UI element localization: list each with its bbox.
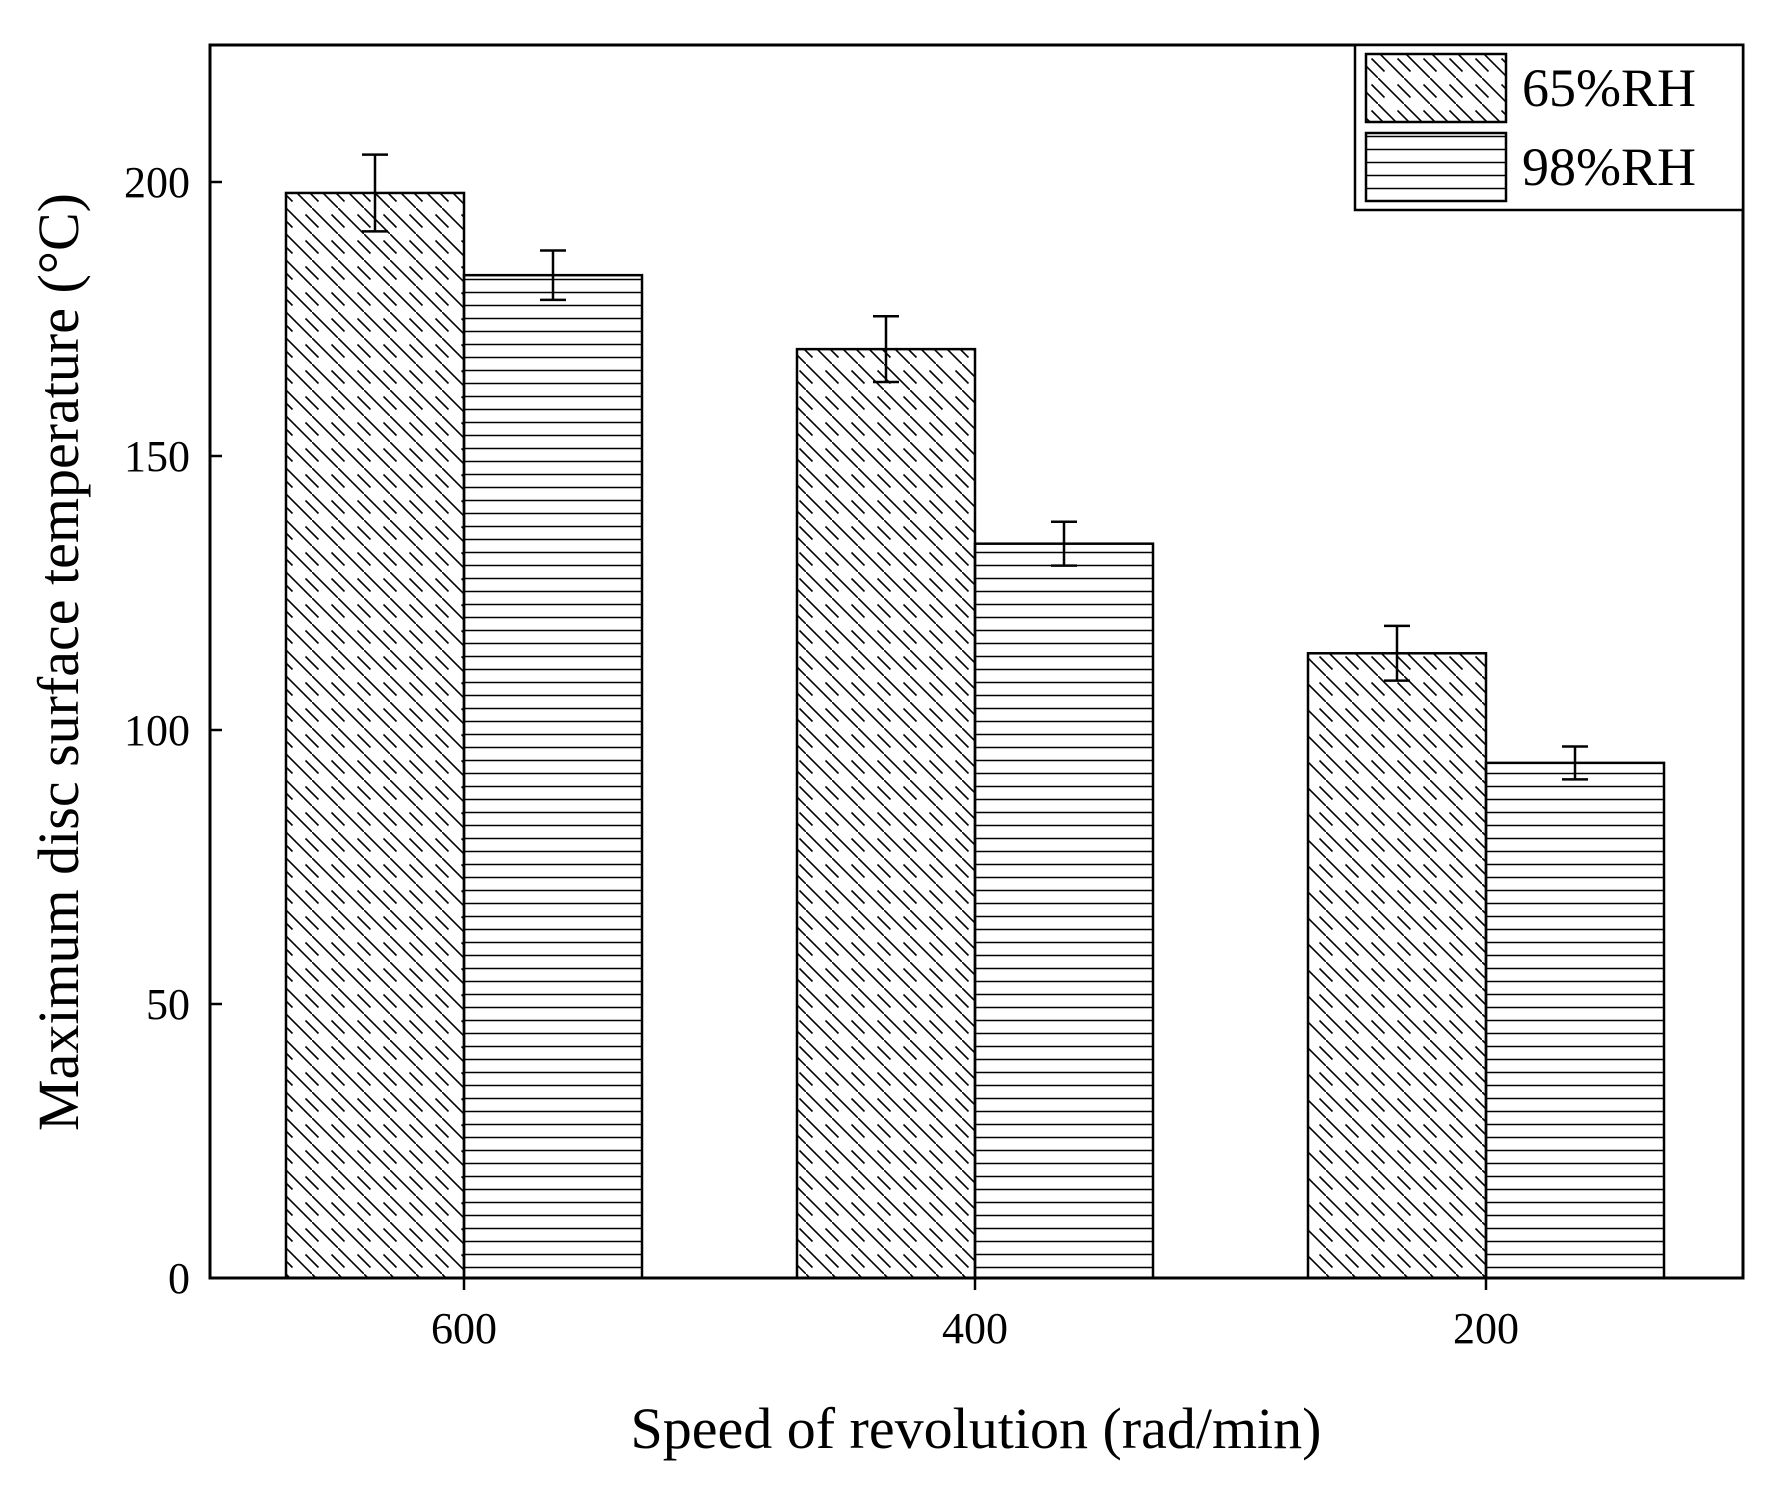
error-bar-65pctrh-600 <box>362 153 388 233</box>
x-tick-label: 600 <box>431 1304 497 1353</box>
y-tick-label: 0 <box>168 1254 190 1303</box>
error-bar-98pctrh-600 <box>540 249 566 302</box>
y-tick-label: 50 <box>146 980 190 1029</box>
y-axis-label: Maximum disc surface temperature (°C) <box>26 193 91 1131</box>
error-bars-group <box>362 153 1588 781</box>
plot-frame <box>208 43 1745 1280</box>
error-bar-98pctrh-200 <box>1562 745 1588 781</box>
error-bar-65pctrh-200 <box>1384 624 1410 682</box>
y-axis: 0 50 100 150 200 <box>124 158 222 1303</box>
error-bar-98pctrh-400 <box>1051 520 1077 567</box>
bar-65pctrh-400 <box>795 347 977 1280</box>
x-axis: 600 400 200 <box>431 1278 1519 1353</box>
legend-label-98pctrh: 98%RH <box>1522 137 1696 197</box>
bar-98pctrh-400 <box>973 542 1155 1280</box>
x-tick-label: 200 <box>1453 1304 1519 1353</box>
y-tick-label: 100 <box>124 706 190 755</box>
bar-98pctrh-200 <box>1484 761 1666 1280</box>
error-bar-65pctrh-400 <box>873 315 899 384</box>
y-tick-label: 200 <box>124 158 190 207</box>
legend-swatch-98pctrh <box>1364 131 1508 203</box>
bar-65pctrh-200 <box>1306 652 1488 1280</box>
x-tick-label: 400 <box>942 1304 1008 1353</box>
legend: 65%RH 98%RH <box>1353 43 1745 212</box>
y-tick-label: 150 <box>124 432 190 481</box>
x-axis-label: Speed of revolution (rad/min) <box>631 1396 1322 1461</box>
legend-swatch-65pctrh <box>1364 52 1508 124</box>
bar-65pctrh-600 <box>284 191 466 1280</box>
bars-group <box>284 191 1666 1280</box>
legend-label-65pctrh: 65%RH <box>1522 58 1696 118</box>
bar-98pctrh-600 <box>462 273 644 1280</box>
